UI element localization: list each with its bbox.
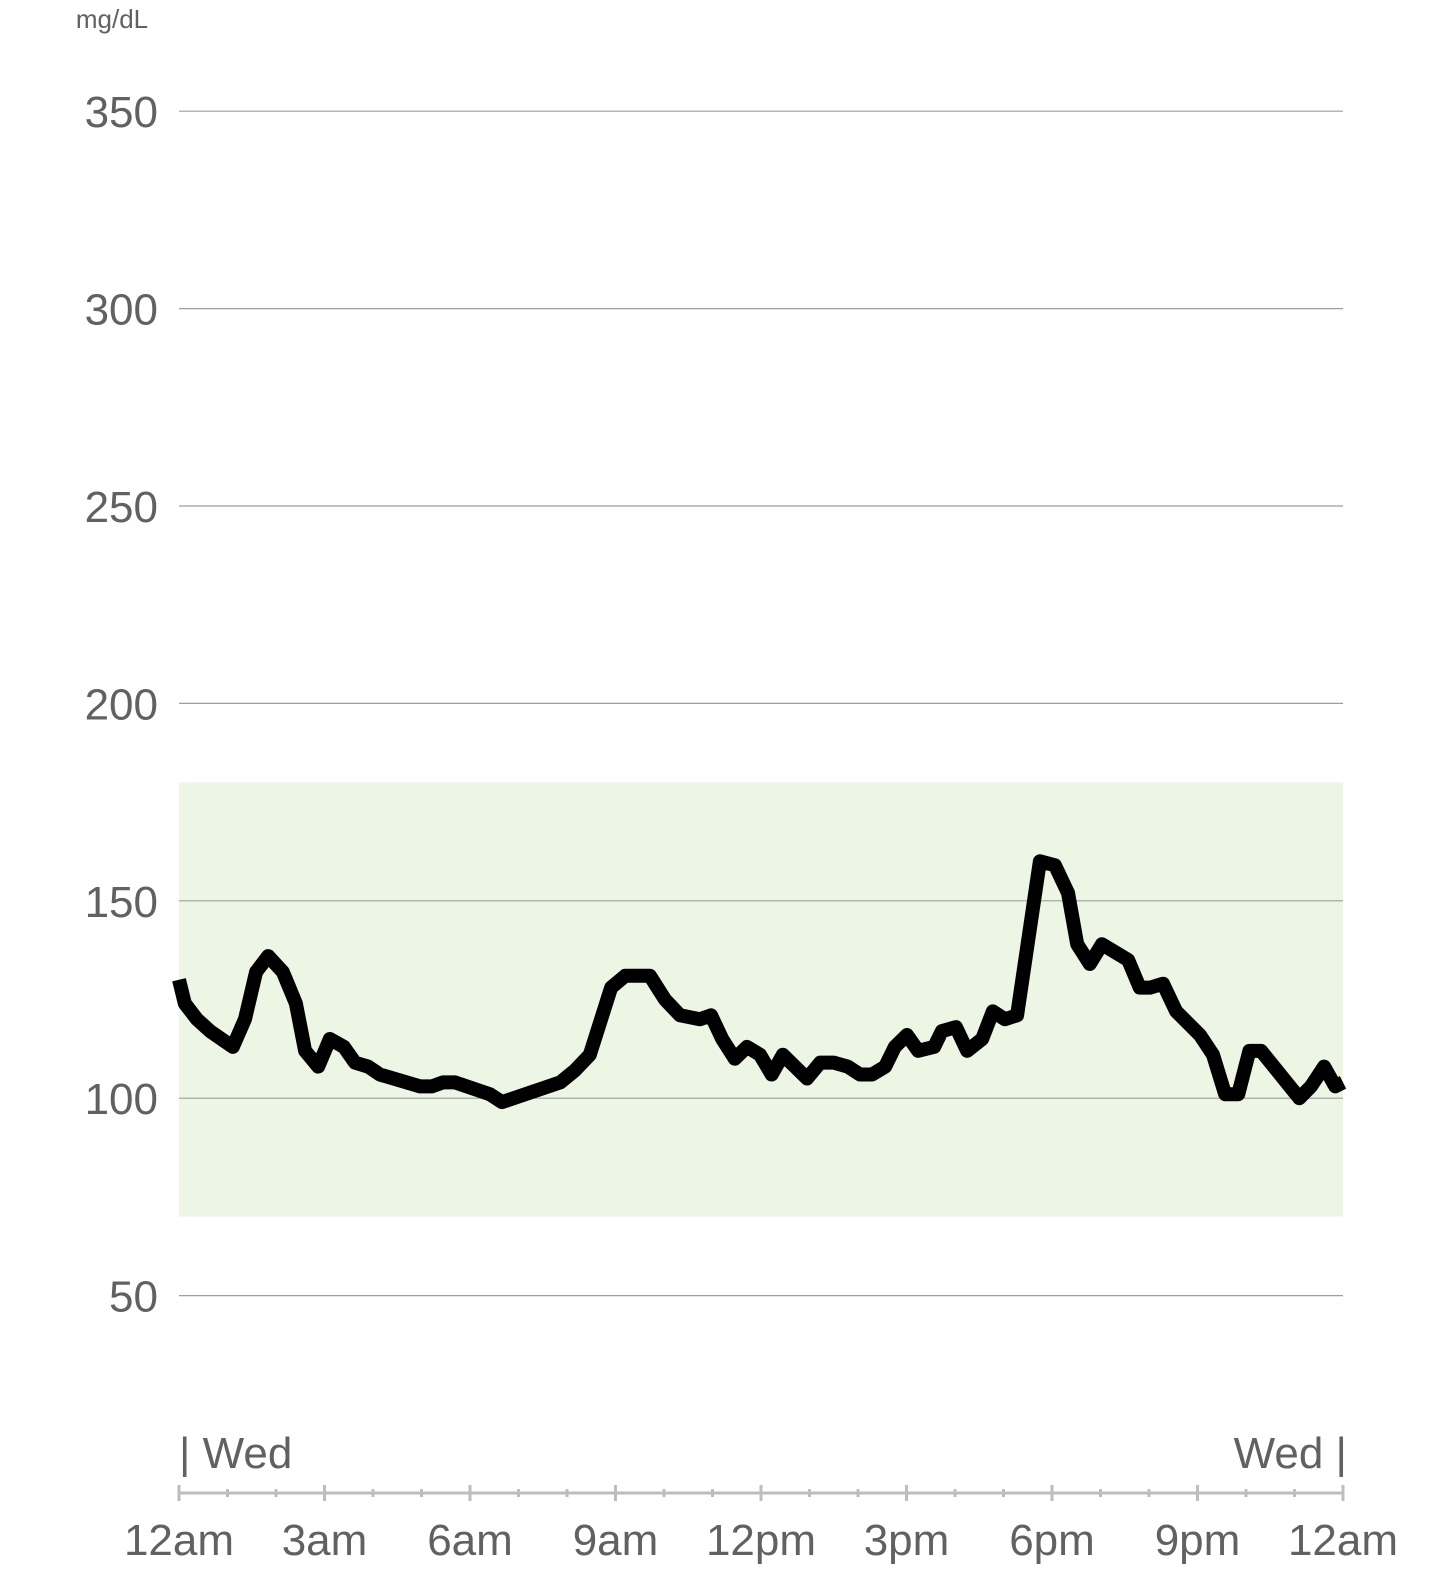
y-tick-label: 50 <box>109 1273 158 1322</box>
x-tick-label: 9am <box>573 1516 659 1565</box>
x-tick-label: 9pm <box>1155 1516 1241 1565</box>
y-tick-label: 200 <box>85 680 158 729</box>
y-unit-label: mg/dL <box>76 4 148 34</box>
y-tick-label: 100 <box>85 1075 158 1124</box>
x-tick-label: 3am <box>282 1516 368 1565</box>
x-tick-label: 12am <box>1288 1516 1398 1565</box>
y-tick-label: 300 <box>85 286 158 335</box>
x-tick-label: 6pm <box>1009 1516 1095 1565</box>
end-annotation: Wed | <box>1234 1429 1347 1478</box>
glucose-line <box>172 854 1347 1110</box>
target-range <box>179 782 1343 1217</box>
x-tick-label: 6am <box>427 1516 513 1565</box>
start-annotation: | Wed <box>179 1429 292 1478</box>
y-tick-label: 150 <box>85 878 158 927</box>
x-tick-label: 12pm <box>706 1516 816 1565</box>
y-tick-label: 250 <box>85 483 158 532</box>
x-tick-label: 3pm <box>864 1516 950 1565</box>
x-tick-label: 12am <box>124 1516 234 1565</box>
y-tick-label: 350 <box>85 88 158 137</box>
